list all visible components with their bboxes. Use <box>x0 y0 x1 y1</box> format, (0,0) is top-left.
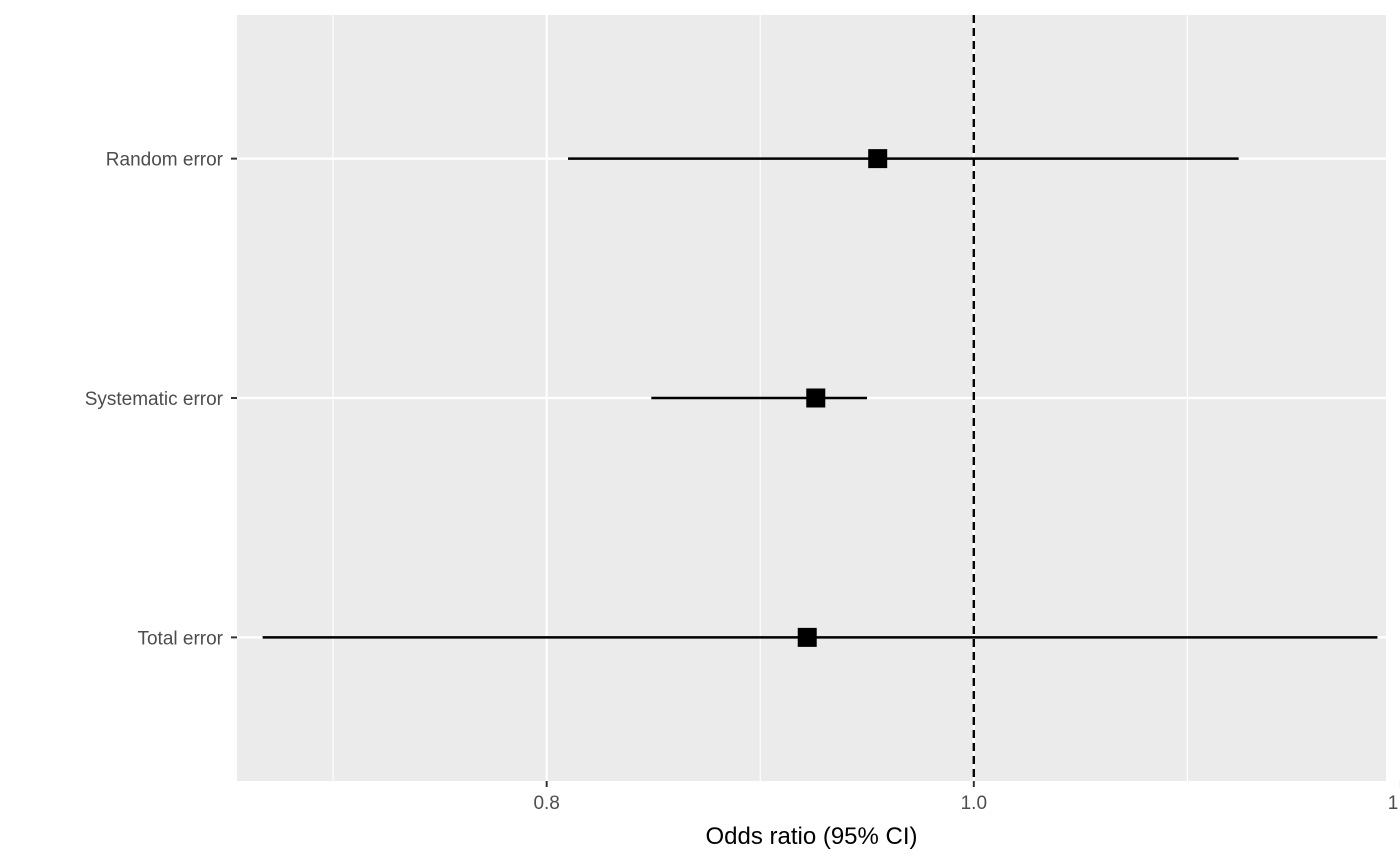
data-marks <box>262 149 1378 647</box>
y-tick-label: Systematic error <box>85 389 224 410</box>
x-tick-label: 1.2 <box>1388 793 1400 814</box>
x-tick-label: 1.0 <box>961 793 987 814</box>
x-axis: 0.8 1.0 1.2 <box>533 781 1400 814</box>
y-tick-label: Random error <box>106 150 224 171</box>
x-tick-label: 0.8 <box>533 793 559 814</box>
x-axis-title: Odds ratio (95% CI) <box>705 823 917 850</box>
point-estimate <box>868 149 888 169</box>
y-tick-label: Total error <box>137 628 223 649</box>
y-axis: Random error Systematic error Total error <box>85 150 237 649</box>
point-estimate <box>797 627 817 647</box>
point-estimate <box>806 388 826 408</box>
